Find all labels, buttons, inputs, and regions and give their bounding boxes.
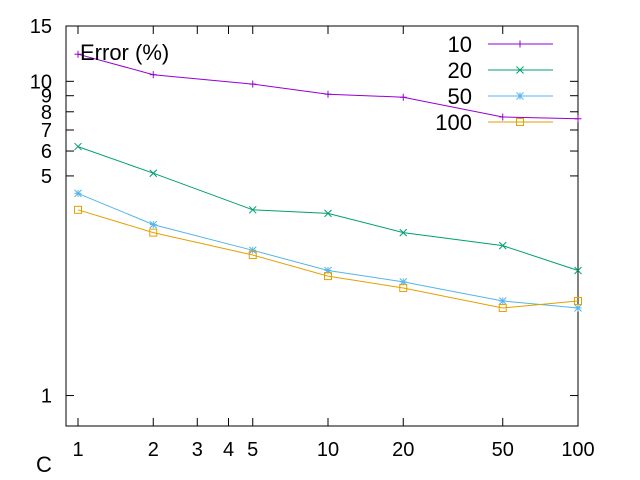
point-10-1: [74, 50, 82, 58]
point-10-2: [149, 71, 157, 79]
point-100-5: [248, 251, 257, 260]
point-10-100: [574, 115, 582, 123]
series-line-100: [77, 209, 579, 309]
y-tick-label-9: 9: [41, 86, 52, 108]
x-tick-label-10: 10: [317, 439, 339, 461]
y-tick-label-6: 6: [41, 141, 52, 163]
point-10-20: [399, 93, 407, 101]
point-50-50: [498, 297, 507, 305]
legend-marker-10: [516, 40, 524, 48]
point-50-2: [149, 220, 158, 229]
series-markers: [74, 50, 582, 312]
x-tick-label-5: 5: [247, 439, 258, 461]
point-20-10: [324, 209, 332, 218]
point-10-10: [324, 90, 332, 98]
chart-title: Error (%): [80, 40, 169, 65]
x-tick-label-2: 2: [148, 439, 159, 461]
plot-frame: [65, 25, 579, 427]
point-100-10: [324, 272, 332, 281]
x-tick-label-3: 3: [192, 439, 203, 461]
point-10-50: [499, 113, 507, 121]
legend-label-20: 20: [448, 58, 472, 83]
legend-label-10: 10: [448, 32, 472, 57]
point-100-100: [574, 296, 582, 305]
y-tick-label-15: 15: [30, 16, 52, 38]
x-tick-label-1: 1: [72, 439, 83, 461]
point-50-1: [74, 189, 82, 198]
series-line-50: [77, 192, 579, 309]
x-tick-label-100: 100: [561, 439, 594, 461]
y-tick-label-8: 8: [41, 102, 52, 124]
point-20-1: [74, 142, 82, 151]
legend-marker-20: [516, 66, 524, 74]
y-tick-label-1: 1: [41, 386, 52, 408]
point-100-1: [74, 205, 82, 214]
point-20-2: [149, 169, 158, 178]
legend-label-100: 100: [435, 110, 472, 135]
point-20-50: [498, 241, 507, 250]
y-tick-label-5: 5: [41, 166, 52, 188]
y-tick-label-10: 10: [30, 71, 52, 93]
legend-marker-100: [516, 118, 524, 126]
x-axis-label: C: [36, 452, 52, 477]
x-tick-label-20: 20: [392, 439, 414, 461]
point-50-5: [248, 246, 257, 255]
point-100-2: [149, 228, 158, 237]
point-20-20: [399, 228, 408, 237]
point-100-50: [498, 303, 507, 312]
series-line-20: [77, 146, 579, 271]
x-tick-label-50: 50: [492, 439, 514, 461]
point-10-5: [249, 80, 257, 88]
point-20-100: [574, 266, 582, 275]
point-50-100: [574, 304, 582, 312]
point-100-20: [399, 283, 408, 292]
x-tick-label-4: 4: [223, 439, 234, 461]
y-tick-label-7: 7: [41, 120, 52, 142]
legend-label-50: 50: [448, 84, 472, 109]
legend-marker-50: [516, 92, 524, 100]
point-20-5: [248, 205, 257, 214]
